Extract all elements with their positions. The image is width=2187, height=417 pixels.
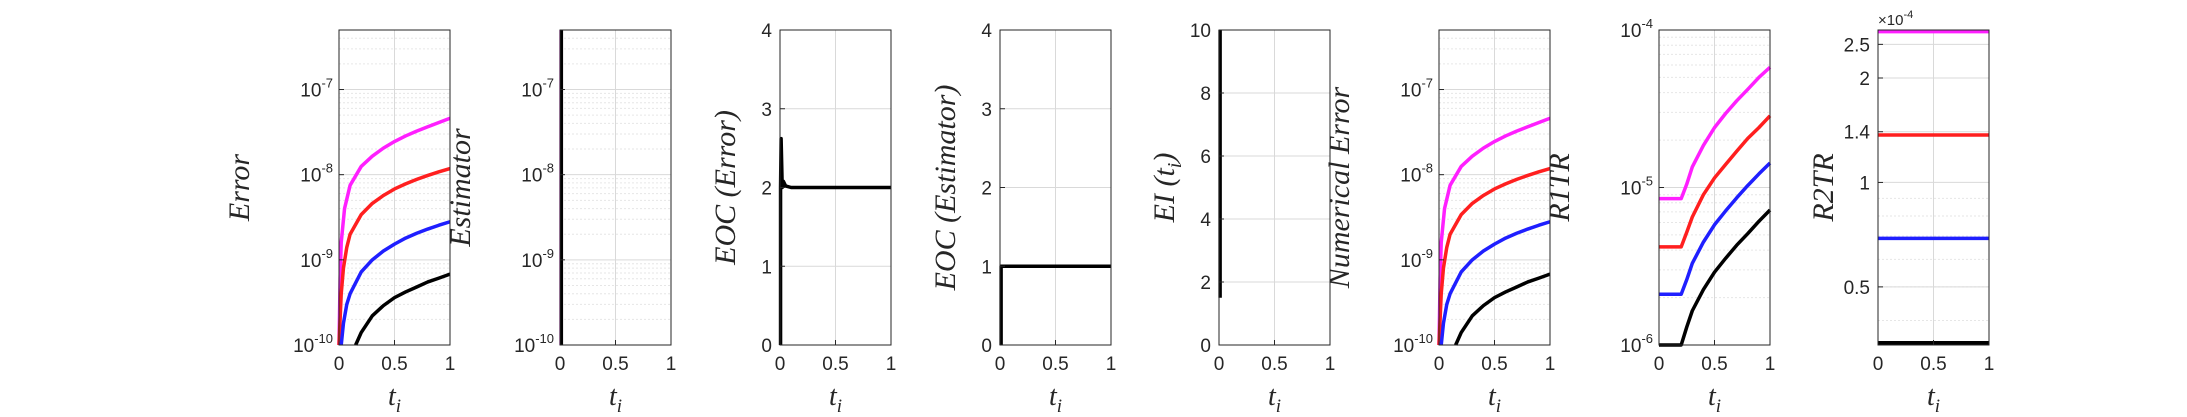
x-tick-label: 1 xyxy=(1765,354,1776,375)
series-line-red xyxy=(1437,166,1551,346)
subplot-1: 0 0.5 1 10-10 10-9 10-8 10-7 ti Error xyxy=(223,29,456,417)
y-tick-label: 10-10 xyxy=(293,331,333,357)
y-tick-label: 8 xyxy=(1200,84,1211,105)
y-tick-label: 10-7 xyxy=(521,76,554,102)
y-tick-label: 10-8 xyxy=(300,161,333,187)
y-tick-label: 4 xyxy=(761,21,772,42)
x-tick-label: 0 xyxy=(995,354,1006,375)
y-tick-label: 4 xyxy=(981,21,992,42)
y-tick-label: 10-4 xyxy=(1620,16,1653,42)
y-tick-label: 10-8 xyxy=(521,161,554,187)
y-tick-label: 2.5 xyxy=(1844,35,1870,56)
y-tick-label: 0 xyxy=(1200,336,1211,357)
x-axis-label: ti xyxy=(1268,381,1281,417)
y-axis-label: EOC (Error) xyxy=(709,110,742,266)
subplot-2: 0 0.5 1 10-10 10-9 10-8 10-7 ti Estimator xyxy=(444,29,677,417)
x-tick-label: 0 xyxy=(1873,354,1884,375)
y-tick-label: 1 xyxy=(761,257,772,278)
x-tick-label: 0 xyxy=(1214,354,1225,375)
y-tick-label: 2 xyxy=(981,179,992,200)
y-tick-label: 1.4 xyxy=(1844,123,1871,144)
y-tick-label: 10-8 xyxy=(1400,161,1433,187)
x-tick-label: 1 xyxy=(1325,354,1336,375)
x-tick-label: 0.5 xyxy=(1920,354,1946,375)
x-tick-label: 0.5 xyxy=(822,354,848,375)
y-axis-label: R1TR xyxy=(1543,153,1576,222)
y-tick-label: 2 xyxy=(761,179,772,200)
y-tick-label: 2 xyxy=(1200,273,1211,294)
y-tick-label: 10-7 xyxy=(1400,76,1433,102)
y-axis-label: EOC (Estimator) xyxy=(929,85,962,292)
subplot-7: 0 0.5 1 10-6 10-5 10-4 ti R1TR xyxy=(1543,16,1775,417)
y-tick-label: 1 xyxy=(1859,173,1870,194)
x-tick-label: 1 xyxy=(1106,354,1117,375)
series-line-blue xyxy=(339,220,451,346)
x-tick-label: 0.5 xyxy=(1042,354,1068,375)
subplot-3: 0 0.5 1 0 1 2 3 4 ti EOC (Error) xyxy=(709,21,896,417)
y-axis-label: Estimator xyxy=(444,128,477,248)
x-tick-label: 0.5 xyxy=(1261,354,1287,375)
y-tick-label: 10-6 xyxy=(1620,331,1653,357)
y-axis-label: Numerical Error xyxy=(1323,86,1356,289)
x-tick-label: 0 xyxy=(555,354,566,375)
series-line-magenta xyxy=(1659,65,1772,201)
x-tick-label: 0.5 xyxy=(602,354,628,375)
axis-exponent-label: ×10-4 xyxy=(1878,9,1913,29)
x-tick-label: 1 xyxy=(886,354,897,375)
y-tick-label: 0 xyxy=(981,336,992,357)
x-tick-label: 0 xyxy=(334,354,345,375)
y-axis-label: Error xyxy=(223,154,256,223)
series-line-black xyxy=(1454,272,1551,346)
series-line-magenta xyxy=(1437,116,1551,346)
y-axis-label: EI (ti) xyxy=(1148,153,1186,224)
y-tick-label: 0 xyxy=(761,336,772,357)
y-tick-label: 0.5 xyxy=(1844,278,1870,299)
series-line-red xyxy=(1659,114,1772,249)
y-tick-label: 4 xyxy=(1200,210,1211,231)
subplot-6: 0 0.5 1 10-10 10-9 10-8 10-7 ti Numerical Error xyxy=(1323,29,1556,417)
x-tick-label: 0 xyxy=(775,354,786,375)
x-axis-label: ti xyxy=(609,381,622,417)
x-tick-label: 1 xyxy=(1545,354,1556,375)
x-axis-label: ti xyxy=(1927,381,1940,417)
y-tick-label: 10-5 xyxy=(1620,174,1653,200)
y-axis-label: R2TR xyxy=(1807,153,1840,222)
series-line-blue xyxy=(1659,161,1772,296)
x-tick-label: 0 xyxy=(1654,354,1665,375)
series-line-black xyxy=(778,136,891,345)
x-tick-label: 0.5 xyxy=(1701,354,1727,375)
y-tick-label: 2 xyxy=(1859,69,1870,90)
x-tick-label: 1 xyxy=(666,354,677,375)
x-tick-label: 0 xyxy=(1434,354,1445,375)
series-line-black xyxy=(354,272,451,346)
y-tick-label: 6 xyxy=(1200,147,1211,168)
series-line-blue xyxy=(1439,220,1551,346)
x-axis-label: ti xyxy=(1049,381,1062,417)
x-axis-label: ti xyxy=(388,381,401,417)
x-axis-label: ti xyxy=(1708,381,1721,417)
y-tick-label: 3 xyxy=(981,100,992,121)
series-line-black xyxy=(1659,208,1772,347)
y-tick-label: 10-9 xyxy=(521,246,554,272)
subplot-4: 0 0.5 1 0 1 2 3 4 ti EOC (Estimator) xyxy=(929,21,1116,417)
x-tick-label: 1 xyxy=(1984,354,1995,375)
x-axis-label: ti xyxy=(1488,381,1501,417)
series-line-magenta xyxy=(337,116,451,346)
y-tick-label: 3 xyxy=(761,100,772,121)
x-axis-label: ti xyxy=(829,381,842,417)
subplot-8: 0 0.5 1 0.5 1 1.4 2 2.5 ×10-4 ti R2TR xyxy=(1807,9,1994,417)
x-tick-label: 0.5 xyxy=(1481,354,1507,375)
series-line-red xyxy=(337,166,451,346)
x-tick-label: 0.5 xyxy=(381,354,407,375)
y-tick-label: 10 xyxy=(1190,21,1211,42)
x-tick-label: 1 xyxy=(445,354,456,375)
y-tick-label: 10-9 xyxy=(300,246,333,272)
y-tick-label: 1 xyxy=(981,257,992,278)
y-tick-label: 10-10 xyxy=(514,331,554,357)
y-tick-label: 10-10 xyxy=(1393,331,1433,357)
y-tick-label: 10-9 xyxy=(1400,246,1433,272)
y-tick-label: 10-7 xyxy=(300,76,333,102)
